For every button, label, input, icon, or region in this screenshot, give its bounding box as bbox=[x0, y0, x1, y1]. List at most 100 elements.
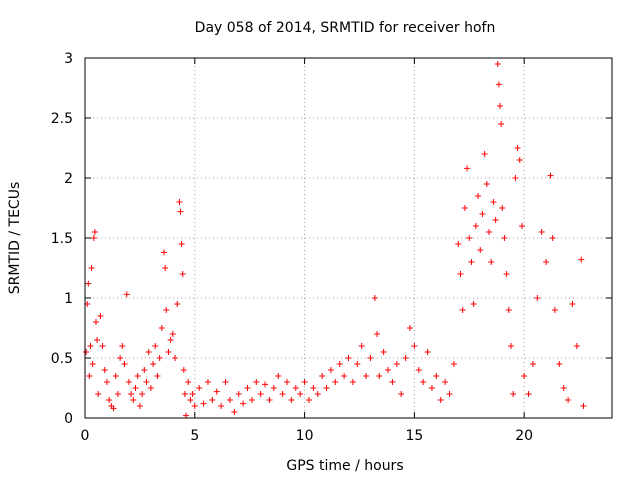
data-point bbox=[437, 397, 444, 403]
data-point bbox=[560, 385, 567, 391]
y-tick-label: 1.5 bbox=[51, 231, 73, 247]
data-point bbox=[483, 181, 490, 187]
data-point bbox=[341, 373, 348, 379]
x-axis-label: GPS time / hours bbox=[286, 458, 403, 474]
data-point bbox=[248, 397, 255, 403]
data-point bbox=[226, 397, 233, 403]
data-point bbox=[240, 400, 247, 407]
data-point bbox=[253, 379, 260, 385]
data-point bbox=[428, 385, 435, 391]
data-point bbox=[393, 361, 400, 367]
data-point bbox=[497, 103, 504, 109]
data-point bbox=[327, 367, 334, 373]
data-point bbox=[569, 301, 576, 307]
data-point bbox=[130, 397, 137, 403]
data-point bbox=[505, 307, 512, 313]
data-point bbox=[106, 397, 113, 403]
data-point bbox=[516, 157, 523, 163]
data-point bbox=[244, 385, 251, 391]
data-point bbox=[498, 121, 505, 127]
data-point bbox=[376, 373, 383, 379]
data-point bbox=[301, 379, 308, 385]
data-point bbox=[345, 355, 352, 361]
data-point bbox=[371, 295, 378, 301]
data-point bbox=[161, 249, 168, 256]
data-point bbox=[89, 361, 96, 367]
data-point bbox=[97, 313, 104, 319]
data-point bbox=[486, 229, 493, 235]
data-point bbox=[139, 391, 146, 397]
data-point bbox=[147, 385, 154, 391]
data-point bbox=[187, 397, 194, 403]
data-point bbox=[167, 337, 174, 343]
data-point bbox=[178, 241, 185, 247]
data-point bbox=[521, 373, 528, 379]
data-point bbox=[507, 343, 514, 349]
data-point bbox=[514, 145, 521, 151]
data-point bbox=[512, 175, 519, 181]
data-point bbox=[547, 172, 554, 179]
data-point bbox=[490, 199, 497, 205]
y-axis-ticks: 0 0.5 1 1.5 2 2.5 3 bbox=[51, 51, 612, 427]
data-point bbox=[154, 373, 161, 379]
data-point bbox=[136, 403, 143, 409]
data-point bbox=[363, 373, 370, 379]
y-axis-label: SRMTID / TECUs bbox=[7, 182, 23, 295]
data-point bbox=[573, 343, 580, 349]
data-point bbox=[218, 403, 225, 409]
data-point bbox=[85, 280, 92, 287]
data-point bbox=[174, 301, 181, 307]
data-point bbox=[176, 199, 183, 205]
data-point bbox=[83, 349, 90, 355]
data-point bbox=[503, 271, 510, 277]
data-point bbox=[257, 391, 264, 397]
data-point bbox=[367, 355, 374, 361]
data-point bbox=[266, 397, 273, 403]
data-point bbox=[114, 391, 121, 397]
data-point bbox=[141, 367, 148, 373]
data-point bbox=[354, 361, 361, 367]
data-point bbox=[488, 259, 495, 265]
data-point bbox=[213, 388, 220, 395]
data-point bbox=[468, 259, 475, 265]
data-point bbox=[459, 307, 466, 313]
data-point bbox=[145, 349, 152, 355]
data-point bbox=[284, 379, 291, 385]
x-tick-label: 0 bbox=[81, 428, 90, 444]
data-point bbox=[374, 331, 381, 337]
x-tick-label: 15 bbox=[405, 428, 423, 444]
data-point bbox=[477, 247, 484, 253]
data-point bbox=[323, 385, 330, 391]
data-point bbox=[189, 391, 196, 397]
data-point bbox=[262, 381, 269, 388]
data-point bbox=[551, 307, 558, 313]
data-point bbox=[158, 325, 165, 331]
data-point bbox=[162, 265, 169, 271]
data-point bbox=[314, 391, 321, 397]
data-point bbox=[380, 349, 387, 355]
data-point bbox=[433, 373, 440, 379]
data-point bbox=[479, 211, 486, 217]
data-point bbox=[529, 361, 536, 367]
data-point bbox=[466, 235, 473, 241]
data-point bbox=[556, 361, 563, 367]
data-point bbox=[231, 409, 238, 415]
data-point bbox=[177, 208, 184, 215]
data-point bbox=[292, 385, 299, 391]
data-point bbox=[165, 349, 172, 355]
data-point bbox=[125, 379, 132, 385]
data-point bbox=[492, 217, 499, 223]
chart-title: Day 058 of 2014, SRMTID for receiver hof… bbox=[195, 20, 496, 36]
data-point bbox=[94, 337, 101, 343]
data-point bbox=[275, 373, 282, 379]
data-point bbox=[163, 307, 170, 313]
data-point bbox=[156, 355, 163, 361]
data-point bbox=[121, 361, 128, 367]
data-point bbox=[152, 343, 159, 349]
data-point bbox=[565, 397, 572, 403]
x-tick-label: 5 bbox=[190, 428, 199, 444]
data-point bbox=[411, 343, 418, 349]
data-point bbox=[319, 373, 326, 379]
data-point bbox=[297, 391, 304, 397]
